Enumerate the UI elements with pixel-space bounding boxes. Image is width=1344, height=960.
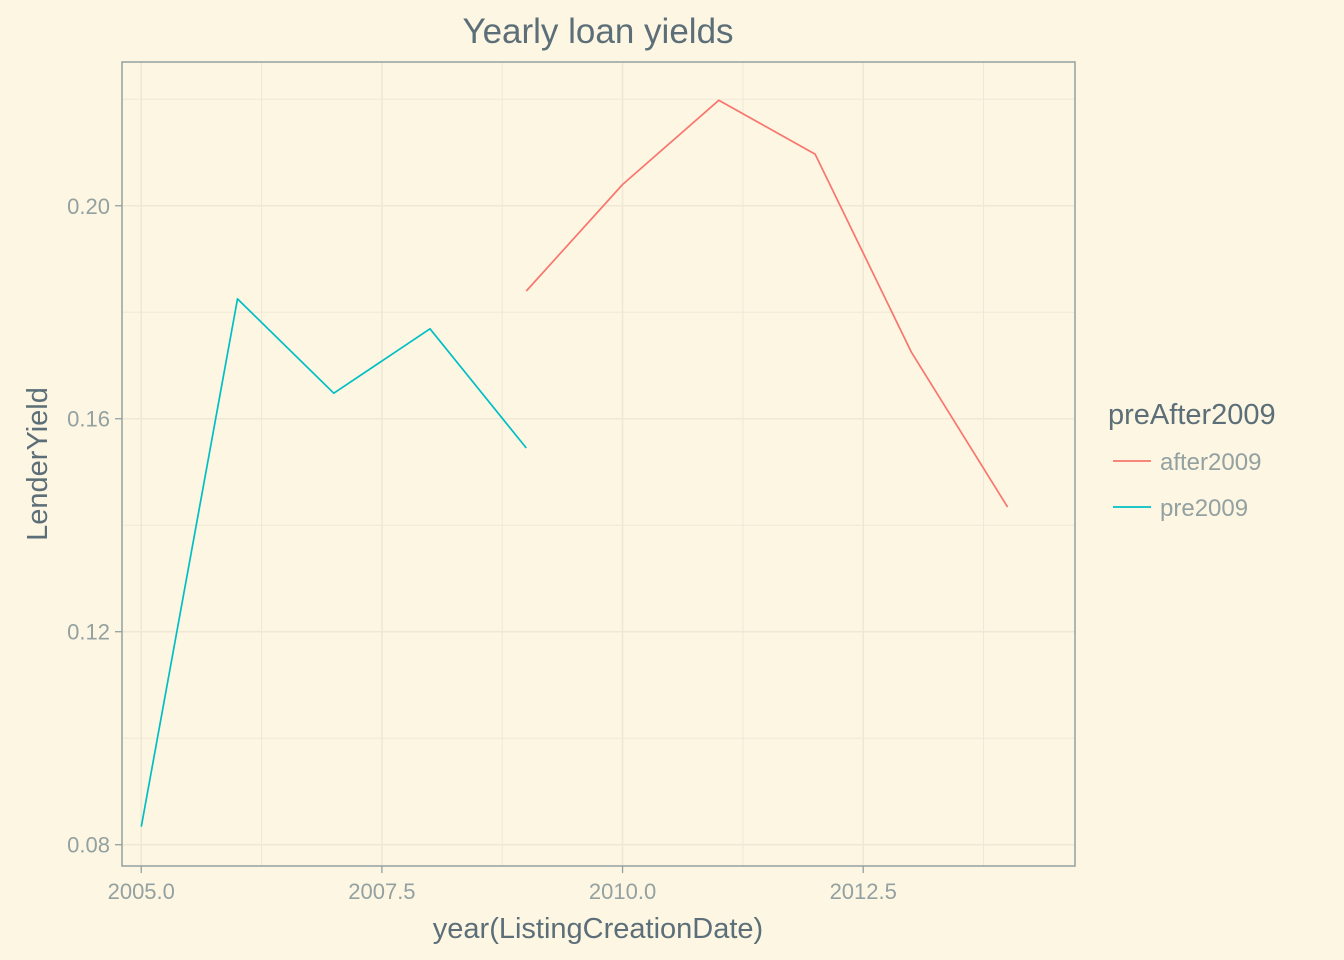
x-tick-label: 2010.0 [589,879,656,904]
y-tick-label: 0.08 [67,833,110,858]
x-tick-label: 2012.5 [830,879,897,904]
legend: preAfter2009 after2009 pre2009 [1108,399,1276,522]
x-tick-label: 2007.5 [348,879,415,904]
panel-border [121,61,1076,867]
series-line-after2009 [525,99,1009,508]
legend-label-after2009: after2009 [1160,449,1261,476]
chart-title: Yearly loan yields [462,12,733,51]
legend-title: preAfter2009 [1108,399,1276,431]
y-tick-label: 0.16 [67,407,110,432]
y-tick-label: 0.20 [67,194,110,219]
y-axis-title: LenderYield [22,387,54,541]
series-lines [140,99,1009,827]
legend-label-pre2009: pre2009 [1160,495,1248,522]
series-line-pre2009 [140,298,527,827]
grid-lines [122,62,1075,866]
axes: 2005.0 2007.5 2010.0 2012.5 0.08 0.12 0.16 0.20 [67,194,897,904]
x-tick-label: 2005.0 [108,879,175,904]
legend-entries: after2009 pre2009 [1113,449,1261,522]
x-axis-title: year(ListingCreationDate) [433,913,763,945]
y-tick-label: 0.12 [67,620,110,645]
